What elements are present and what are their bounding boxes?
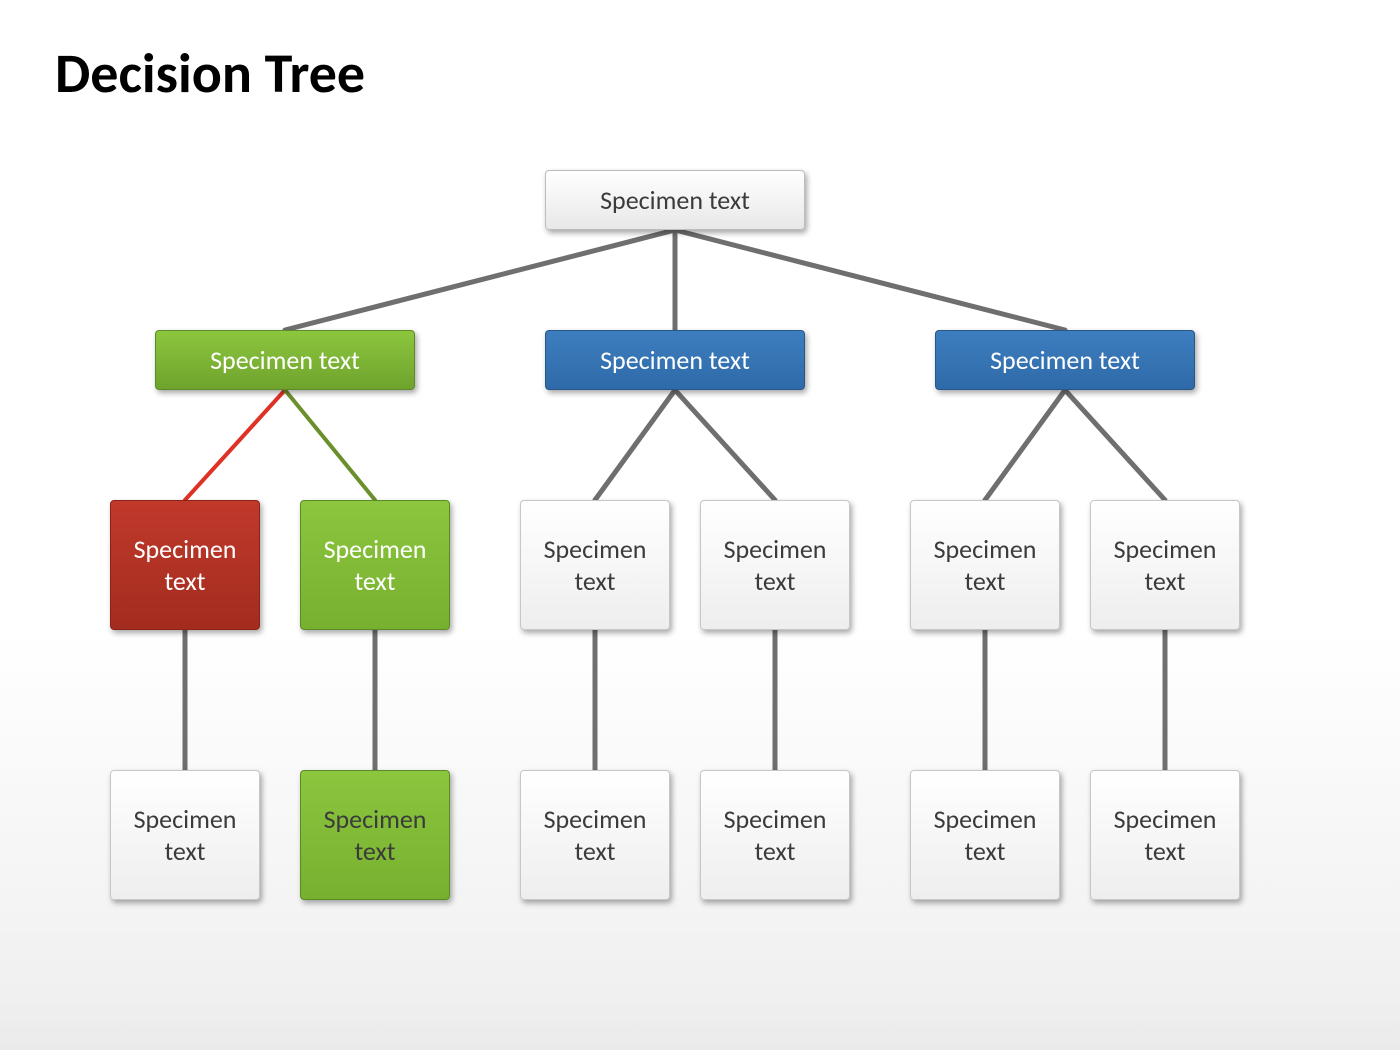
tree-node-label: Specimen text: [600, 184, 750, 217]
tree-node-label: Specimen text: [921, 533, 1049, 598]
tree-node-label: Specimen text: [600, 344, 750, 377]
tree-node: Specimen text: [545, 330, 805, 390]
tree-node-label: Specimen text: [921, 803, 1049, 868]
tree-node-label: Specimen text: [1101, 803, 1229, 868]
tree-node: Specimen text: [700, 770, 850, 900]
tree-node-label: Specimen text: [990, 344, 1140, 377]
page-title: Decision Tree: [55, 40, 365, 108]
tree-node: Specimen text: [1090, 500, 1240, 630]
tree-node: Specimen text: [300, 500, 450, 630]
tree-node: Specimen text: [1090, 770, 1240, 900]
tree-node-label: Specimen text: [1101, 533, 1229, 598]
tree-node: Specimen text: [935, 330, 1195, 390]
tree-node-label: Specimen text: [210, 344, 360, 377]
tree-node: Specimen text: [110, 500, 260, 630]
tree-node-label: Specimen text: [531, 533, 659, 598]
tree-node: Specimen text: [110, 770, 260, 900]
tree-node-label: Specimen text: [311, 803, 439, 868]
tree-node-label: Specimen text: [121, 533, 249, 598]
tree-node: Specimen text: [545, 170, 805, 230]
tree-node-label: Specimen text: [711, 803, 839, 868]
tree-node: Specimen text: [700, 500, 850, 630]
tree-node: Specimen text: [155, 330, 415, 390]
tree-node: Specimen text: [520, 500, 670, 630]
tree-node: Specimen text: [910, 500, 1060, 630]
tree-node-label: Specimen text: [531, 803, 659, 868]
tree-node-label: Specimen text: [311, 533, 439, 598]
tree-node: Specimen text: [300, 770, 450, 900]
tree-node-label: Specimen text: [121, 803, 249, 868]
tree-node-label: Specimen text: [711, 533, 839, 598]
tree-node: Specimen text: [520, 770, 670, 900]
tree-node: Specimen text: [910, 770, 1060, 900]
